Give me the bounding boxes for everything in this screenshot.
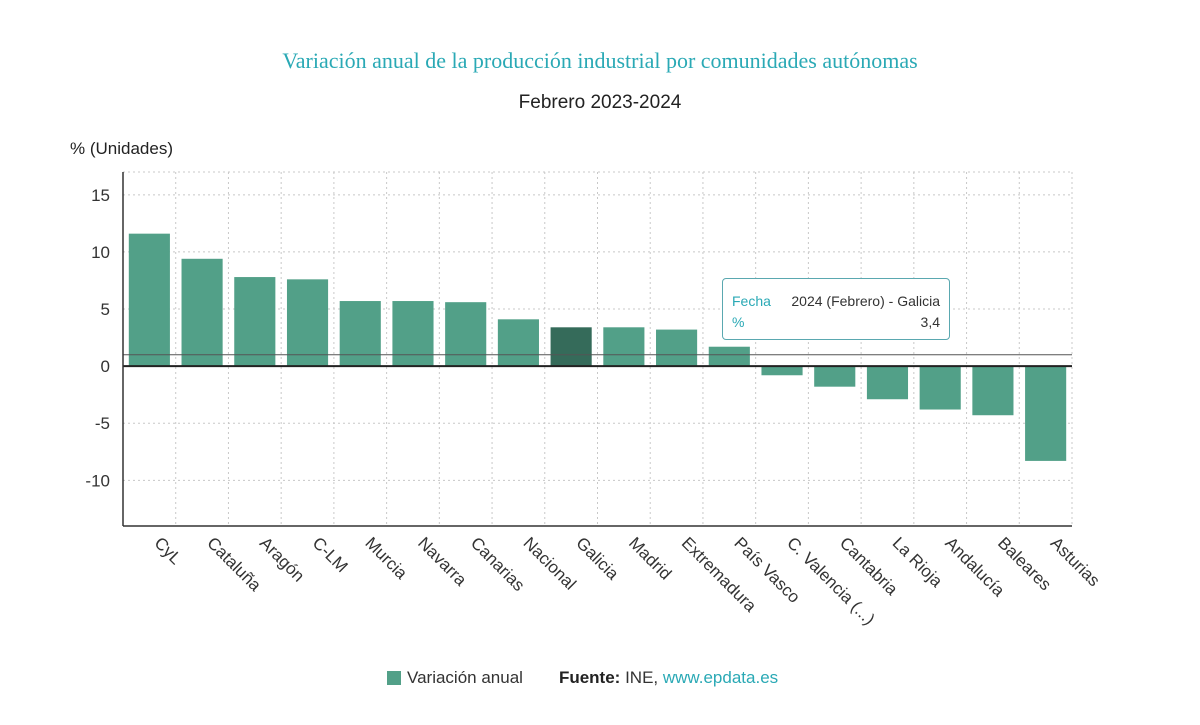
bar	[603, 327, 644, 366]
source-credit: Fuente: INE, www.epdata.es	[559, 668, 778, 688]
bar	[287, 279, 328, 366]
tooltip: Fecha 2024 (Febrero) - Galicia % 3,4	[722, 278, 950, 340]
x-tick-label: Galicia	[572, 533, 623, 584]
bar	[656, 330, 697, 367]
x-tick-label: Murcia	[361, 533, 411, 583]
y-tick-label: -5	[95, 414, 110, 433]
tooltip-key-percent: %	[732, 312, 744, 333]
bar	[709, 347, 750, 366]
bar	[498, 319, 539, 366]
legend: Variación anual Fuente: INE, www.epdata.…	[387, 668, 778, 688]
x-tick-label: C-LM	[309, 533, 352, 576]
tooltip-value-date: 2024 (Febrero) - Galicia	[791, 291, 940, 312]
y-tick-label: 15	[91, 186, 110, 205]
y-tick-label: 5	[101, 300, 110, 319]
bar	[867, 366, 908, 399]
bar	[129, 234, 170, 366]
source-org: INE,	[625, 668, 658, 687]
bar	[972, 366, 1013, 415]
x-tick-label: Navarra	[414, 533, 471, 590]
x-tick-label: Nacional	[520, 533, 580, 593]
bar	[551, 327, 592, 366]
tooltip-value-percent: 3,4	[921, 312, 940, 333]
bar	[234, 277, 275, 366]
legend-swatch	[387, 671, 401, 685]
bar	[1025, 366, 1066, 461]
y-tick-label: 10	[91, 243, 110, 262]
bar	[340, 301, 381, 366]
bar	[445, 302, 486, 366]
bar	[182, 259, 223, 366]
x-tick-label: Canarias	[467, 533, 529, 595]
x-tick-label: Madrid	[625, 533, 675, 583]
x-tick-label: CyL	[151, 533, 186, 568]
y-tick-label: 0	[101, 357, 110, 376]
x-tick-label: Asturias	[1047, 533, 1104, 590]
bar	[814, 366, 855, 387]
bar-chart: 151050-5-10CyL CataluñaAragón C-LM Murcia Na…	[0, 0, 1200, 725]
source-link[interactable]: www.epdata.es	[663, 668, 778, 687]
bar	[392, 301, 433, 366]
tooltip-key-date: Fecha	[732, 291, 771, 312]
bar	[761, 366, 802, 375]
x-tick-label: Cataluña	[203, 533, 265, 595]
bar	[920, 366, 961, 409]
source-prefix: Fuente:	[559, 668, 620, 687]
legend-label: Variación anual	[407, 668, 523, 688]
x-tick-label: Aragón	[256, 533, 308, 585]
y-tick-label: -10	[85, 471, 110, 490]
